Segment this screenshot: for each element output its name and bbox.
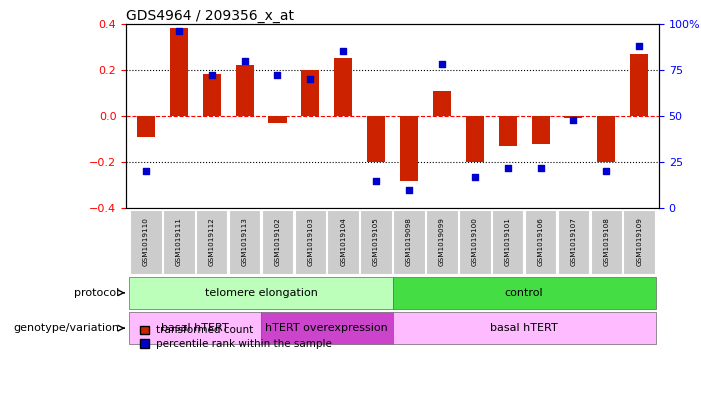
Point (403, 187, 414, 193)
FancyBboxPatch shape (393, 277, 655, 309)
Bar (367, 116, 385, 162)
Bar (597, 116, 615, 162)
Text: GSM1019103: GSM1019103 (307, 217, 313, 266)
Text: basal hTERT: basal hTERT (161, 323, 229, 333)
Text: basal hTERT: basal hTERT (490, 323, 558, 333)
Bar (465, 116, 484, 162)
FancyBboxPatch shape (163, 209, 195, 274)
FancyBboxPatch shape (393, 209, 425, 274)
FancyBboxPatch shape (130, 277, 393, 309)
Text: GSM1019113: GSM1019113 (242, 217, 247, 266)
Text: GSM1019111: GSM1019111 (176, 217, 182, 266)
FancyBboxPatch shape (327, 209, 359, 274)
Point (338, 48, 349, 55)
FancyBboxPatch shape (393, 312, 655, 344)
Point (173, 28, 184, 34)
Point (206, 72, 217, 79)
Point (305, 76, 316, 82)
Text: GSM1019102: GSM1019102 (275, 217, 280, 266)
Text: GDS4964 / 209356_x_at: GDS4964 / 209356_x_at (126, 9, 294, 22)
Text: GSM1019098: GSM1019098 (406, 217, 412, 266)
Bar (170, 28, 188, 116)
FancyBboxPatch shape (229, 209, 260, 274)
Text: GSM1019110: GSM1019110 (143, 217, 149, 266)
Text: GSM1019101: GSM1019101 (505, 217, 510, 266)
Point (140, 168, 151, 174)
Bar (301, 70, 320, 116)
Bar (531, 116, 550, 144)
Text: GSM1019106: GSM1019106 (538, 217, 543, 266)
Point (601, 168, 612, 174)
FancyBboxPatch shape (261, 209, 293, 274)
Point (502, 165, 513, 171)
Text: percentile rank within the sample: percentile rank within the sample (156, 339, 332, 349)
Bar (498, 116, 517, 146)
Point (272, 72, 283, 79)
Point (535, 165, 546, 171)
FancyBboxPatch shape (426, 209, 458, 274)
Bar (203, 74, 221, 116)
FancyBboxPatch shape (459, 209, 491, 274)
Text: GSM1019100: GSM1019100 (472, 217, 478, 266)
Text: GSM1019108: GSM1019108 (604, 217, 609, 266)
Text: transformed count: transformed count (156, 325, 253, 335)
Text: hTERT overexpression: hTERT overexpression (266, 323, 388, 333)
Text: GSM1019105: GSM1019105 (373, 217, 379, 266)
FancyBboxPatch shape (130, 312, 261, 344)
Text: GSM1019109: GSM1019109 (637, 217, 642, 266)
Bar (268, 116, 287, 123)
Text: GSM1019112: GSM1019112 (209, 217, 215, 266)
Point (436, 61, 447, 67)
Point (469, 174, 480, 180)
Text: GSM1019107: GSM1019107 (571, 217, 576, 266)
FancyBboxPatch shape (590, 209, 622, 274)
Text: control: control (505, 288, 543, 298)
FancyBboxPatch shape (130, 209, 162, 274)
Point (634, 42, 645, 49)
Text: protocol: protocol (74, 288, 119, 298)
Text: GSM1019099: GSM1019099 (439, 217, 445, 266)
Text: genotype/variation: genotype/variation (13, 323, 119, 333)
FancyBboxPatch shape (196, 209, 227, 274)
Bar (137, 116, 155, 137)
Text: GSM1019104: GSM1019104 (340, 217, 346, 266)
FancyBboxPatch shape (360, 209, 392, 274)
Bar (433, 90, 451, 116)
FancyBboxPatch shape (492, 209, 524, 274)
Point (371, 178, 382, 184)
FancyBboxPatch shape (525, 209, 557, 274)
Bar (564, 116, 583, 118)
FancyBboxPatch shape (558, 209, 590, 274)
FancyBboxPatch shape (261, 312, 393, 344)
Point (239, 57, 250, 64)
FancyBboxPatch shape (294, 209, 326, 274)
Point (568, 116, 579, 123)
Bar (630, 53, 648, 116)
Bar (400, 116, 418, 181)
Text: telomere elongation: telomere elongation (205, 288, 318, 298)
FancyBboxPatch shape (623, 209, 655, 274)
Bar (236, 65, 254, 116)
Bar (334, 58, 353, 116)
